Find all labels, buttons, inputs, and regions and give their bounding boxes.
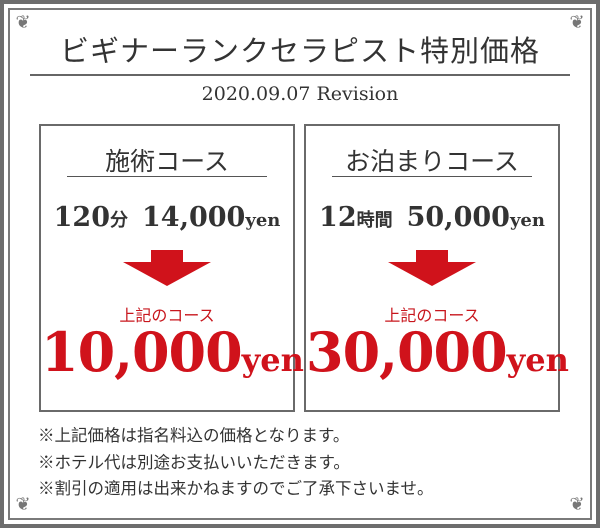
ornament-icon: ❦ — [569, 494, 585, 515]
notes: ※上記価格は指名料込の価格となります。 ※ホテル代は別途お支払いいただきます。 … — [38, 423, 434, 503]
note-item: ※上記価格は指名料込の価格となります。 — [38, 426, 350, 445]
course-divider — [67, 176, 267, 177]
course-card-treatment: 施術コース 120分 14,000yen 上記のコース 10,000yen — [39, 124, 304, 412]
discount-price-row: 10,000yen — [41, 320, 304, 384]
currency-unit: yen — [509, 210, 545, 231]
duration: 120 — [53, 202, 111, 233]
revision-date: 2020.09.07 Revision — [201, 83, 399, 105]
inner-frame — [8, 8, 592, 520]
note-item: ※ホテル代は別途お支払いいただきます。 — [38, 452, 350, 472]
discount-label: 上記のコース — [119, 306, 215, 325]
original-price: 50,000 — [406, 202, 510, 233]
course-divider — [332, 176, 532, 177]
discount-price: 10,000 — [41, 320, 243, 384]
course-name: 施術コース — [105, 147, 229, 176]
ornament-icon: ❦ — [15, 12, 31, 33]
currency-unit: yen — [245, 210, 281, 231]
currency-unit: yen — [241, 341, 304, 379]
ornament-icon: ❦ — [15, 494, 31, 515]
course-name: お泊まりコース — [345, 147, 519, 176]
arrow-down-icon — [123, 250, 211, 286]
page-title: ビギナーランクセラピスト特別価格 — [59, 34, 540, 68]
course-card-overnight: お泊まりコース 12時間 50,000yen 上記のコース 30,000yen — [304, 124, 569, 412]
duration: 12 — [319, 202, 357, 233]
discount-price: 30,000 — [306, 320, 508, 384]
duration-unit: 分 — [110, 210, 129, 231]
title-divider — [30, 74, 570, 76]
duration-unit: 時間 — [356, 210, 393, 231]
note-item: ※割引の適用は出来かねますのでご了承下さいませ。 — [38, 479, 434, 498]
discount-price-row: 30,000yen — [306, 320, 569, 384]
discount-label: 上記のコース — [384, 306, 480, 325]
original-price-row: 120分 14,000yen — [41, 202, 293, 233]
original-price: 14,000 — [142, 202, 246, 233]
ornament-icon: ❦ — [569, 12, 585, 33]
currency-unit: yen — [506, 341, 569, 379]
original-price-row: 12時間 50,000yen — [306, 202, 558, 233]
arrow-down-icon — [388, 250, 476, 286]
